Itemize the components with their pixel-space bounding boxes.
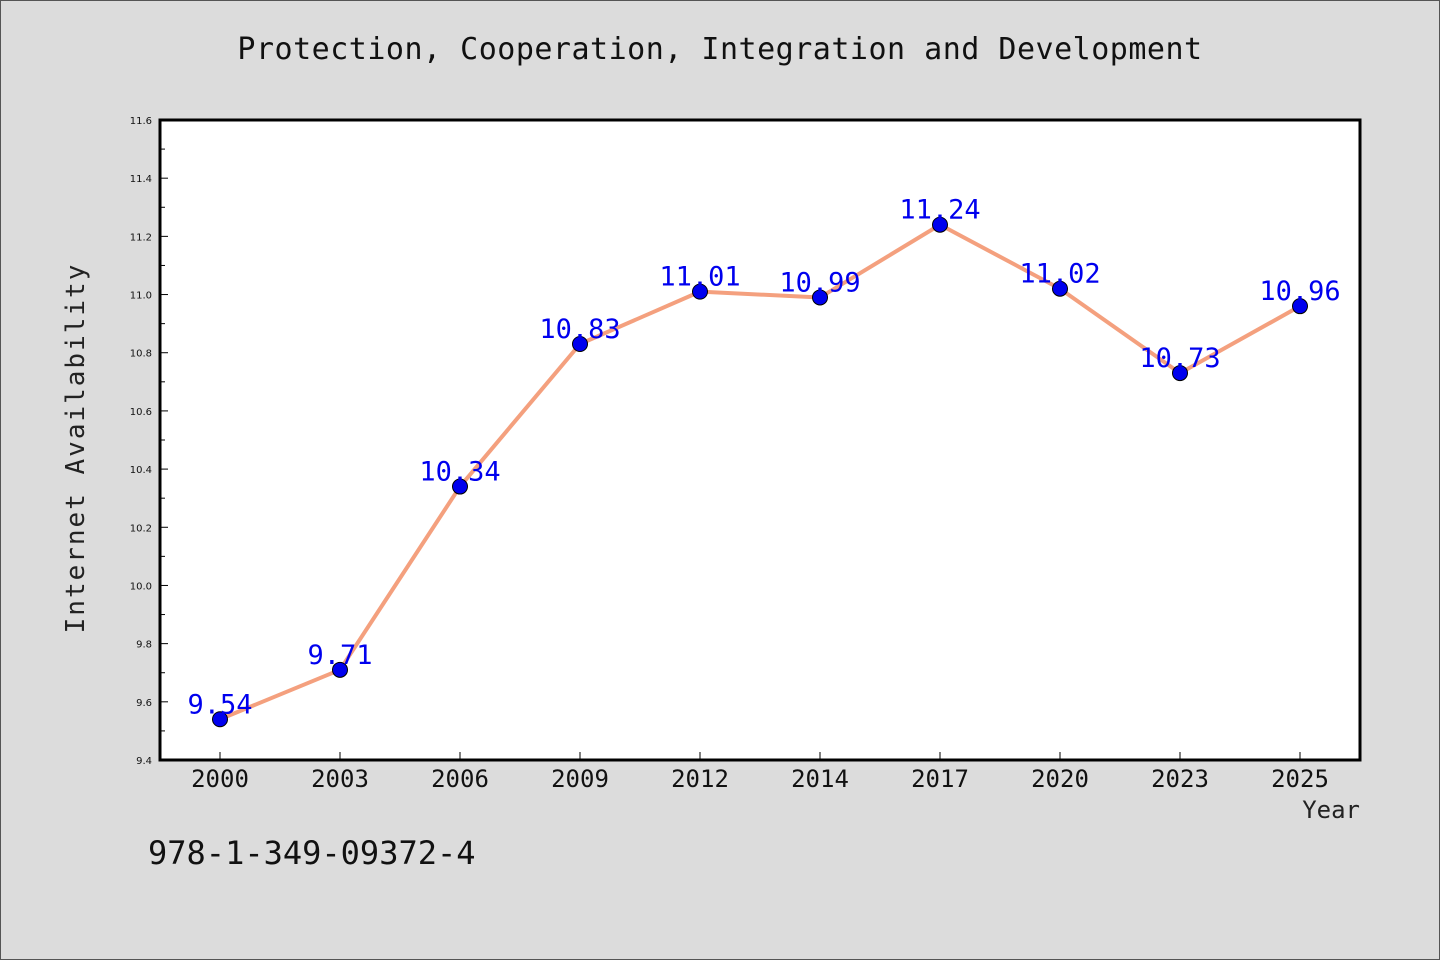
data-point — [1172, 365, 1188, 382]
data-point — [812, 289, 828, 306]
data-label: 10.73 — [1139, 343, 1220, 374]
data-label: 9.54 — [187, 689, 252, 720]
x-tick-label: 2023 — [1151, 765, 1209, 793]
x-tick-label: 2000 — [191, 765, 249, 793]
data-point — [572, 336, 588, 352]
x-tick-label: 2006 — [431, 765, 489, 793]
data-point — [1052, 280, 1068, 297]
x-tick-label: 2003 — [311, 765, 369, 793]
x-tick-label: 2017 — [911, 765, 969, 793]
plot-border — [158, 118, 1362, 762]
x-axis-label: Year — [1302, 796, 1360, 824]
y-tick-label: 11.4 — [130, 174, 152, 185]
x-tick-label: 2009 — [551, 765, 609, 793]
data-point — [212, 711, 228, 728]
data-point — [452, 478, 468, 495]
x-tick-label: 2020 — [1031, 765, 1089, 793]
x-tick-label: 2012 — [671, 765, 729, 793]
y-tick-label: 11.0 — [130, 291, 152, 302]
y-tick-label: 10.6 — [130, 407, 152, 418]
y-tick-label: 11.2 — [130, 232, 152, 243]
data-label: 11.24 — [899, 195, 980, 226]
data-label: 10.83 — [539, 314, 620, 345]
data-label: 11.02 — [1019, 259, 1100, 290]
data-point — [332, 661, 348, 678]
y-tick-label: 9.6 — [136, 698, 152, 709]
y-tick-label: 10.2 — [130, 523, 152, 534]
y-tick-label: 9.4 — [136, 756, 152, 767]
y-tick-label: 10.8 — [130, 349, 152, 360]
y-tick-label: 9.8 — [136, 640, 152, 651]
series-line — [218, 222, 1302, 722]
y-tick-label: 10.4 — [130, 465, 152, 476]
data-label: 10.96 — [1259, 276, 1340, 307]
data-point — [932, 216, 948, 233]
data-label: 9.71 — [307, 640, 372, 671]
y-tick-label: 10.0 — [130, 581, 152, 592]
data-point — [692, 283, 708, 300]
data-label: 10.34 — [419, 457, 500, 488]
data-label: 10.99 — [779, 267, 860, 298]
data-point — [1292, 298, 1308, 315]
data-label: 11.01 — [659, 262, 740, 293]
y-tick-label: 11.6 — [130, 116, 152, 127]
chart-title: Protection, Cooperation, Integration and… — [237, 32, 1203, 67]
isbn-text: 978-1-349-09372-4 — [148, 834, 476, 872]
x-tick-label: 2025 — [1271, 765, 1329, 793]
plot-area — [160, 120, 1360, 760]
x-tick-label: 2014 — [791, 765, 849, 793]
